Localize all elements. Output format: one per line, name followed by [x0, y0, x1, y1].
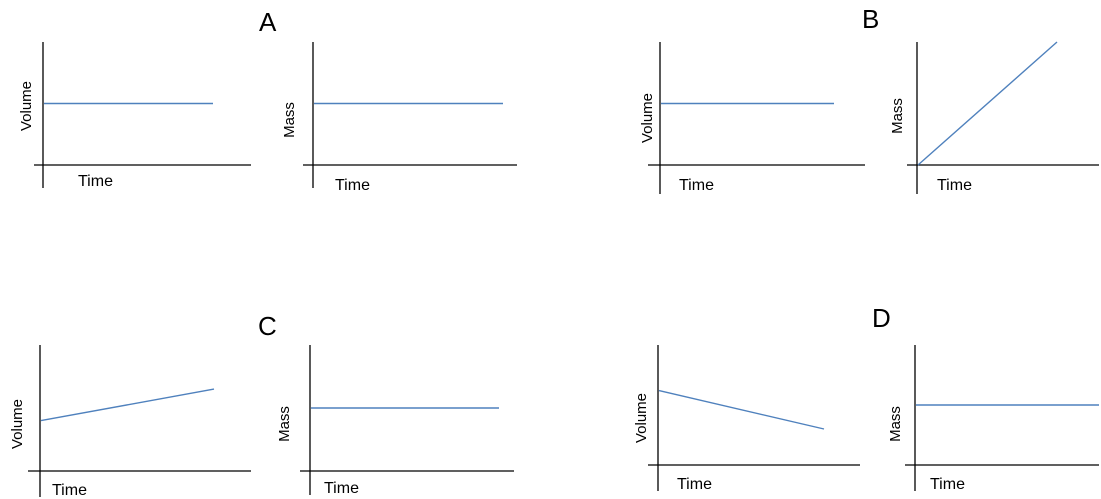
- group-letter-b: B: [862, 4, 879, 34]
- group-letter-d: D: [872, 303, 891, 333]
- chart-a-left: Time Volume: [18, 42, 251, 190]
- chart-c-left: Time Volume: [9, 345, 251, 499]
- x-axis-label-a-right: Time: [335, 177, 370, 194]
- group-letter-c: C: [258, 311, 277, 341]
- x-axis-label-d-right: Time: [930, 476, 965, 493]
- y-axis-label-d-right: Mass: [887, 406, 904, 442]
- y-axis-label-d-left: Volume: [633, 393, 650, 443]
- x-axis-label-b-left: Time: [679, 177, 714, 194]
- x-axis-label-a-left: Time: [78, 173, 113, 190]
- y-axis-label-b-right: Mass: [889, 98, 906, 134]
- x-axis-label-c-left: Time: [52, 482, 87, 499]
- series-line-b-right: [917, 41, 1058, 166]
- chart-d-left: Time Volume: [633, 345, 860, 493]
- chart-a-right: Time Mass: [281, 42, 517, 194]
- charts: TimeVolumeTimeMassTimeVolumeTimeMassTime…: [9, 41, 1099, 499]
- chart-d-right: Time Mass: [887, 345, 1099, 493]
- chart-c-right: Time Mass: [276, 345, 514, 497]
- group-letter-a: A: [259, 7, 277, 37]
- x-axis-label-d-left: Time: [677, 476, 712, 493]
- y-axis-label-a-right: Mass: [281, 102, 298, 138]
- y-axis-label-c-right: Mass: [276, 406, 293, 442]
- x-axis-label-b-right: Time: [937, 177, 972, 194]
- y-axis-label-a-left: Volume: [18, 81, 35, 131]
- chart-b-right: Time Mass: [889, 41, 1099, 194]
- x-axis-label-c-right: Time: [324, 480, 359, 497]
- chart-b-left: Time Volume: [639, 42, 865, 194]
- series-line-c-left: [40, 388, 215, 422]
- series-line-d-left: [658, 389, 825, 430]
- y-axis-label-b-left: Volume: [639, 93, 656, 143]
- y-axis-label-c-left: Volume: [9, 399, 26, 449]
